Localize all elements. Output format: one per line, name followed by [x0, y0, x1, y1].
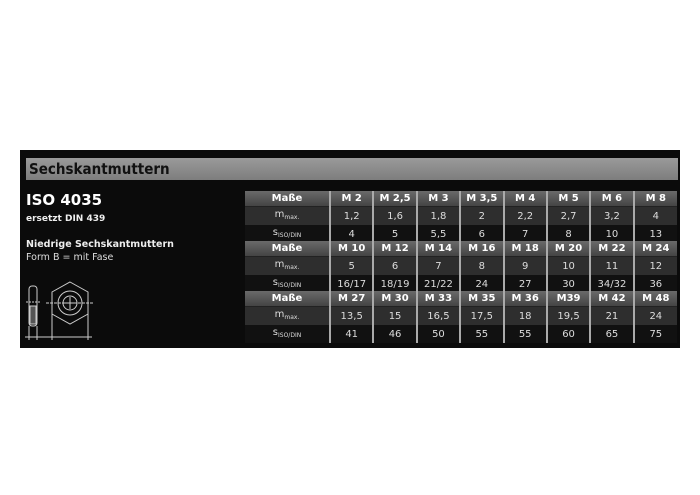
s-label: sISO/DIN [245, 325, 330, 343]
s-value-cell: 16/17 [328, 275, 374, 293]
m-value-cell: 1,8 [415, 206, 461, 225]
s-value-cell: 5,5 [415, 225, 461, 243]
m-value-cell: 9 [502, 256, 547, 275]
s-value-cell: 7 [502, 225, 547, 243]
m-value-cell: 24 [632, 306, 677, 325]
size-cell: M 3 [415, 191, 461, 207]
m-label: mmax. [245, 256, 330, 275]
table-row: sISO/DIN 16/17 18/19 21/22 24 27 30 34/32 36 [245, 275, 677, 293]
size-cell: M 14 [415, 241, 461, 257]
size-cell: M 20 [545, 241, 591, 257]
size-cell: M 27 [328, 291, 374, 307]
m-value-cell: 4 [632, 206, 677, 225]
description-label: Niedrige Sechskantmuttern [26, 239, 174, 250]
size-cell: M39 [545, 291, 591, 307]
size-cell: M 3,5 [459, 191, 504, 207]
size-cell: M 18 [502, 241, 547, 257]
m-value-cell: 2 [459, 206, 504, 225]
s-value-cell: 55 [459, 325, 504, 343]
size-cell: M 8 [632, 191, 677, 207]
size-cell: M 24 [632, 241, 677, 257]
s-value-cell: 36 [632, 275, 677, 293]
size-cell: M 33 [415, 291, 461, 307]
size-cell: M 6 [589, 191, 634, 207]
table-header-row: Maße M 10 M 12 M 14 M 16 M 18 M 20 M 22 M 24 [245, 241, 677, 257]
m-value-cell: 19,5 [545, 306, 591, 325]
table-row: sISO/DIN 4 5 5,5 6 7 8 10 13 [245, 225, 677, 243]
size-cell: M 2 [328, 191, 374, 207]
s-value-cell: 6 [459, 225, 504, 243]
s-value-cell: 65 [589, 325, 634, 343]
table-row: mmax. 1,2 1,6 1,8 2 2,2 2,7 3,2 4 [245, 206, 677, 225]
s-value-cell: 34/32 [589, 275, 634, 293]
m-value-cell: 6 [372, 256, 417, 275]
m-value-cell: 1,6 [372, 206, 417, 225]
m-value-cell: 11 [589, 256, 634, 275]
m-value-cell: 5 [328, 256, 374, 275]
table-row: mmax. 13,5 15 16,5 17,5 18 19,5 21 24 [245, 306, 677, 325]
m-value-cell: 2,2 [502, 206, 547, 225]
m-value-cell: 15 [372, 306, 417, 325]
size-cell: M 10 [328, 241, 374, 257]
s-value-cell: 10 [589, 225, 634, 243]
standard-label: ISO 4035 [26, 191, 103, 209]
s-value-cell: 41 [328, 325, 374, 343]
size-cell: M 12 [372, 241, 417, 257]
size-cell: M 36 [502, 291, 547, 307]
table-row: mmax. 5 6 7 8 9 10 11 12 [245, 256, 677, 275]
m-value-cell: 16,5 [415, 306, 461, 325]
s-value-cell: 60 [545, 325, 591, 343]
size-cell: M 4 [502, 191, 547, 207]
s-value-cell: 4 [328, 225, 374, 243]
size-cell: M 2,5 [372, 191, 417, 207]
s-value-cell: 21/22 [415, 275, 461, 293]
m-value-cell: 10 [545, 256, 591, 275]
m-value-cell: 17,5 [459, 306, 504, 325]
size-cell: M 35 [459, 291, 504, 307]
m-value-cell: 13,5 [328, 306, 374, 325]
m-value-cell: 8 [459, 256, 504, 275]
form-label: Form B = mit Fase [26, 252, 114, 263]
table-header-row: Maße M 27 M 30 M 33 M 35 M 36 M39 M 42 M 48 [245, 291, 677, 307]
m-value-cell: 7 [415, 256, 461, 275]
s-value-cell: 8 [545, 225, 591, 243]
s-value-cell: 55 [502, 325, 547, 343]
s-label: sISO/DIN [245, 275, 330, 293]
header-label: Maße [245, 291, 330, 307]
s-value-cell: 5 [372, 225, 417, 243]
m-value-cell: 2,7 [545, 206, 591, 225]
s-value-cell: 75 [632, 325, 677, 343]
m-value-cell: 12 [632, 256, 677, 275]
size-cell: M 16 [459, 241, 504, 257]
size-cell: M 30 [372, 291, 417, 307]
s-value-cell: 30 [545, 275, 591, 293]
header-label: Maße [245, 191, 330, 207]
size-cell: M 22 [589, 241, 634, 257]
m-value-cell: 1,2 [328, 206, 374, 225]
m-value-cell: 3,2 [589, 206, 634, 225]
s-value-cell: 46 [372, 325, 417, 343]
m-label: mmax. [245, 206, 330, 225]
section-title: Sechskantmuttern [26, 158, 678, 180]
s-value-cell: 13 [632, 225, 677, 243]
m-value-cell: 21 [589, 306, 634, 325]
header-label: Maße [245, 241, 330, 257]
size-cell: M 42 [589, 291, 634, 307]
m-value-cell: 18 [502, 306, 547, 325]
s-value-cell: 27 [502, 275, 547, 293]
table-row: sISO/DIN 41 46 50 55 55 60 65 75 [245, 325, 677, 343]
hex-nut-drawing-icon [25, 281, 94, 340]
s-value-cell: 24 [459, 275, 504, 293]
dimension-table: Maße M 27 M 30 M 33 M 35 M 36 M39 M 42 M 48 mmax.… [245, 291, 677, 343]
s-value-cell: 50 [415, 325, 461, 343]
m-label: mmax. [245, 306, 330, 325]
replaces-label: ersetzt DIN 439 [26, 214, 106, 224]
size-cell: M 48 [632, 291, 677, 307]
size-cell: M 5 [545, 191, 591, 207]
s-value-cell: 18/19 [372, 275, 417, 293]
s-label: sISO/DIN [245, 225, 330, 243]
dimension-table: Maße M 10 M 12 M 14 M 16 M 18 M 20 M 22 M 24 mmax… [245, 241, 677, 293]
